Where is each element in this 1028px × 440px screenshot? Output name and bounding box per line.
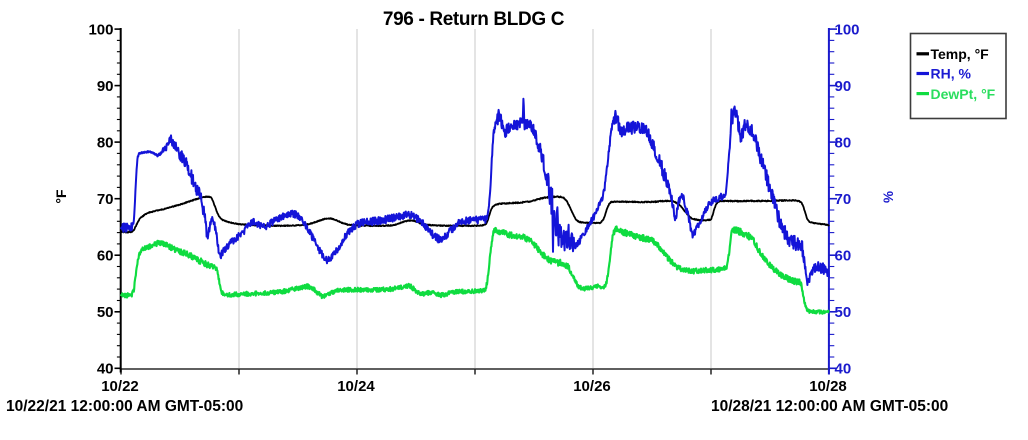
svg-text:DewPt, °F: DewPt, °F bbox=[931, 86, 996, 102]
svg-text:%: % bbox=[881, 191, 896, 203]
svg-text:10/26: 10/26 bbox=[573, 378, 611, 395]
svg-text:60: 60 bbox=[835, 248, 852, 265]
svg-text:10/24: 10/24 bbox=[337, 378, 375, 395]
svg-text:90: 90 bbox=[835, 78, 852, 95]
svg-text:10/28/21 12:00:00 AM GMT-05:00: 10/28/21 12:00:00 AM GMT-05:00 bbox=[711, 398, 948, 415]
svg-text:100: 100 bbox=[88, 22, 113, 39]
svg-text:40: 40 bbox=[835, 361, 852, 378]
svg-text:60: 60 bbox=[97, 248, 114, 265]
svg-text:50: 50 bbox=[835, 304, 852, 321]
svg-text:40: 40 bbox=[97, 361, 114, 378]
svg-text:796 - Return BLDG C: 796 - Return BLDG C bbox=[383, 9, 565, 30]
svg-text:10/22: 10/22 bbox=[101, 378, 139, 395]
svg-text:90: 90 bbox=[97, 78, 114, 95]
svg-text:80: 80 bbox=[97, 135, 114, 152]
svg-text:10/22/21 12:00:00 AM GMT-05:00: 10/22/21 12:00:00 AM GMT-05:00 bbox=[6, 398, 243, 415]
svg-text:°F: °F bbox=[53, 189, 69, 204]
svg-text:RH, %: RH, % bbox=[931, 66, 972, 82]
svg-text:50: 50 bbox=[97, 304, 114, 321]
svg-text:100: 100 bbox=[835, 22, 860, 39]
svg-text:80: 80 bbox=[835, 135, 852, 152]
svg-text:70: 70 bbox=[835, 191, 852, 208]
svg-text:Temp, °F: Temp, °F bbox=[931, 46, 990, 62]
svg-text:70: 70 bbox=[97, 191, 114, 208]
svg-text:10/28: 10/28 bbox=[809, 378, 847, 395]
